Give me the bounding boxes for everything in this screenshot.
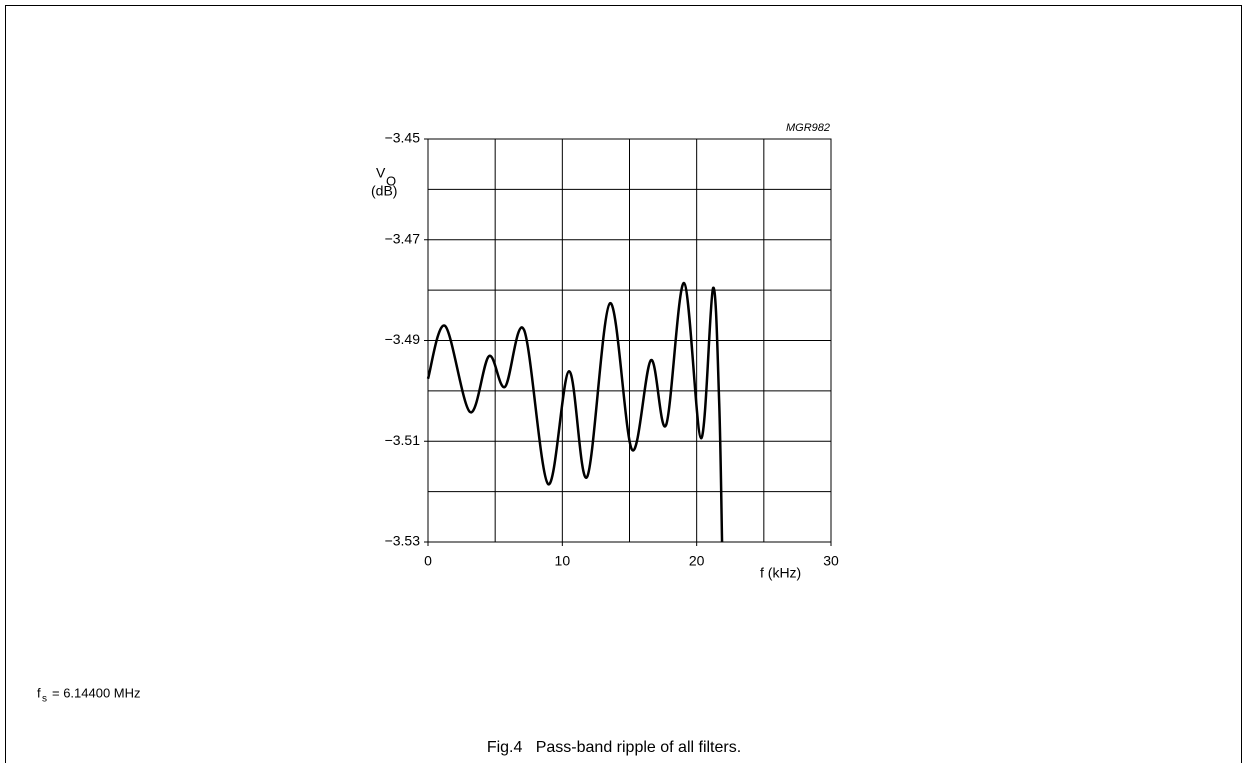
y-tick-label: −3.47 bbox=[385, 230, 421, 246]
caption: Fig.4 Pass-band ripple of all filters. bbox=[487, 739, 741, 756]
y-axis-label: V bbox=[376, 165, 386, 181]
note-symbol: f bbox=[37, 685, 41, 700]
note-sub: s bbox=[42, 694, 47, 705]
y-tick-label: −3.51 bbox=[385, 432, 421, 448]
x-tick-label: 0 bbox=[424, 553, 432, 569]
y-axis-label-sub: O bbox=[386, 173, 396, 188]
y-axis-unit: (dB) bbox=[371, 183, 397, 199]
page-border bbox=[5, 5, 1242, 763]
x-tick-label: 10 bbox=[555, 553, 571, 569]
x-tick-label: 20 bbox=[689, 553, 705, 569]
y-tick-label: −3.45 bbox=[385, 130, 421, 146]
note-text: = 6.14400 MHz bbox=[52, 685, 141, 700]
data-line bbox=[426, 281, 724, 543]
figure-code: MGR982 bbox=[786, 122, 830, 134]
y-tick-label: −3.49 bbox=[385, 331, 421, 347]
y-tick-label: −3.53 bbox=[385, 533, 421, 549]
x-axis-label: f (kHz) bbox=[760, 565, 801, 581]
x-tick-label: 30 bbox=[823, 553, 839, 569]
